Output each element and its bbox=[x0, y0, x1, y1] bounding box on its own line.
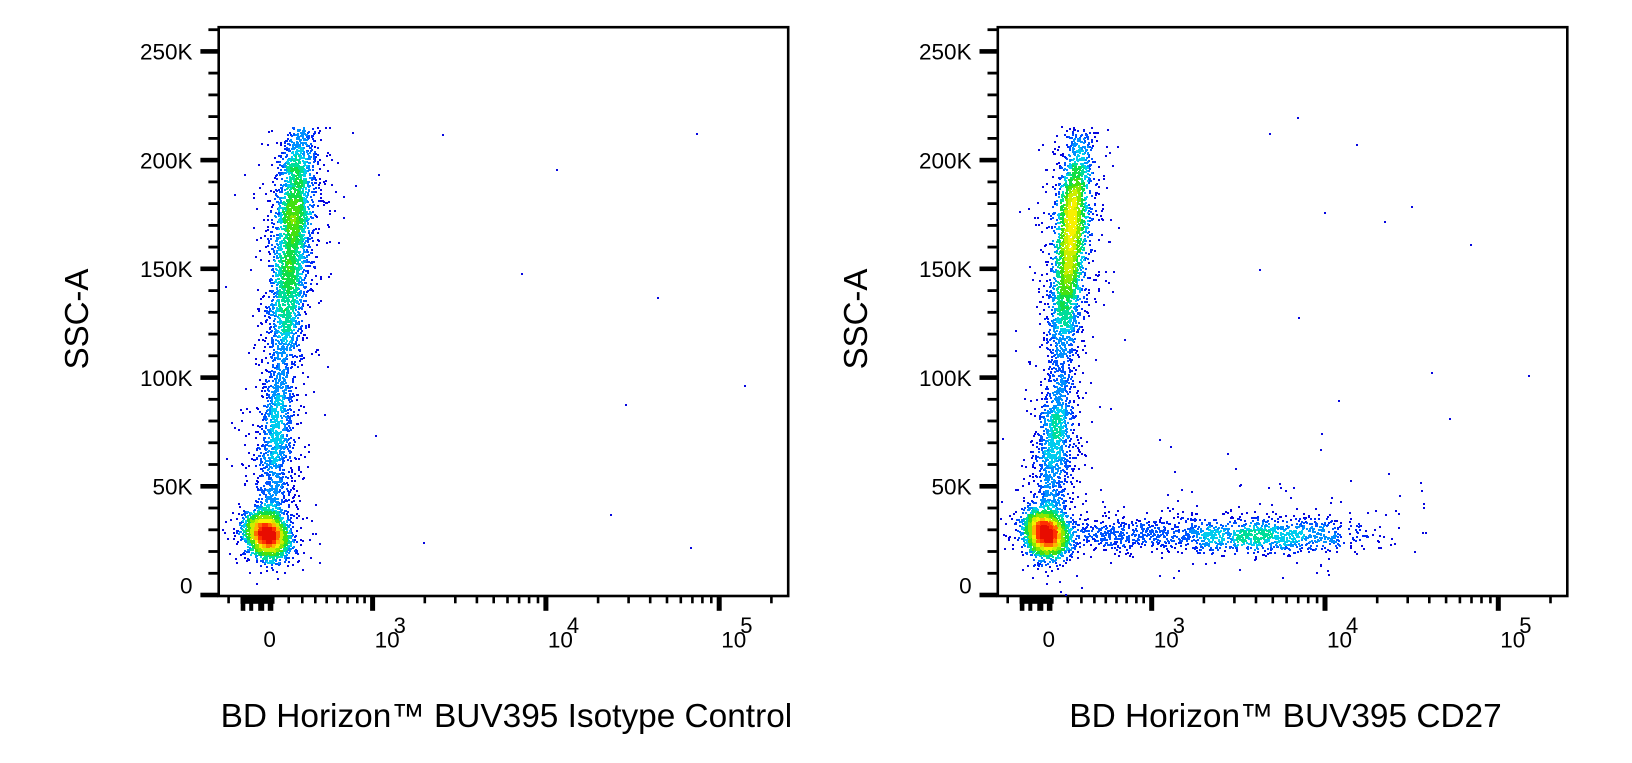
svg-text:150K: 150K bbox=[919, 257, 972, 282]
svg-text:10: 10 bbox=[1500, 628, 1525, 653]
svg-text:BD Horizon™ BUV395 CD27: BD Horizon™ BUV395 CD27 bbox=[1069, 698, 1501, 735]
svg-text:250K: 250K bbox=[140, 40, 193, 65]
svg-text:0: 0 bbox=[1042, 627, 1055, 652]
svg-text:200K: 200K bbox=[919, 149, 972, 174]
svg-text:150K: 150K bbox=[140, 257, 193, 282]
svg-text:SSC-A: SSC-A bbox=[58, 269, 95, 370]
svg-text:SSC-A: SSC-A bbox=[837, 269, 874, 370]
svg-text:10: 10 bbox=[1154, 628, 1179, 653]
svg-text:4: 4 bbox=[1346, 613, 1358, 638]
svg-text:250K: 250K bbox=[919, 40, 972, 65]
svg-text:100K: 100K bbox=[919, 366, 972, 391]
svg-text:0: 0 bbox=[263, 627, 276, 652]
svg-text:50K: 50K bbox=[932, 475, 972, 500]
svg-text:4: 4 bbox=[567, 613, 579, 638]
svg-text:0: 0 bbox=[180, 574, 193, 599]
svg-text:10: 10 bbox=[721, 628, 746, 653]
svg-text:5: 5 bbox=[740, 613, 752, 638]
svg-text:10: 10 bbox=[548, 628, 573, 653]
svg-text:0: 0 bbox=[959, 574, 972, 599]
svg-text:3: 3 bbox=[394, 613, 406, 638]
svg-text:200K: 200K bbox=[140, 149, 193, 174]
svg-text:3: 3 bbox=[1173, 613, 1185, 638]
svg-text:10: 10 bbox=[1327, 628, 1352, 653]
svg-text:5: 5 bbox=[1519, 613, 1531, 638]
svg-text:100K: 100K bbox=[140, 366, 193, 391]
svg-text:BD Horizon™ BUV395 Isotype Con: BD Horizon™ BUV395 Isotype Control bbox=[221, 698, 793, 735]
svg-text:50K: 50K bbox=[152, 475, 192, 500]
svg-text:10: 10 bbox=[375, 628, 400, 653]
